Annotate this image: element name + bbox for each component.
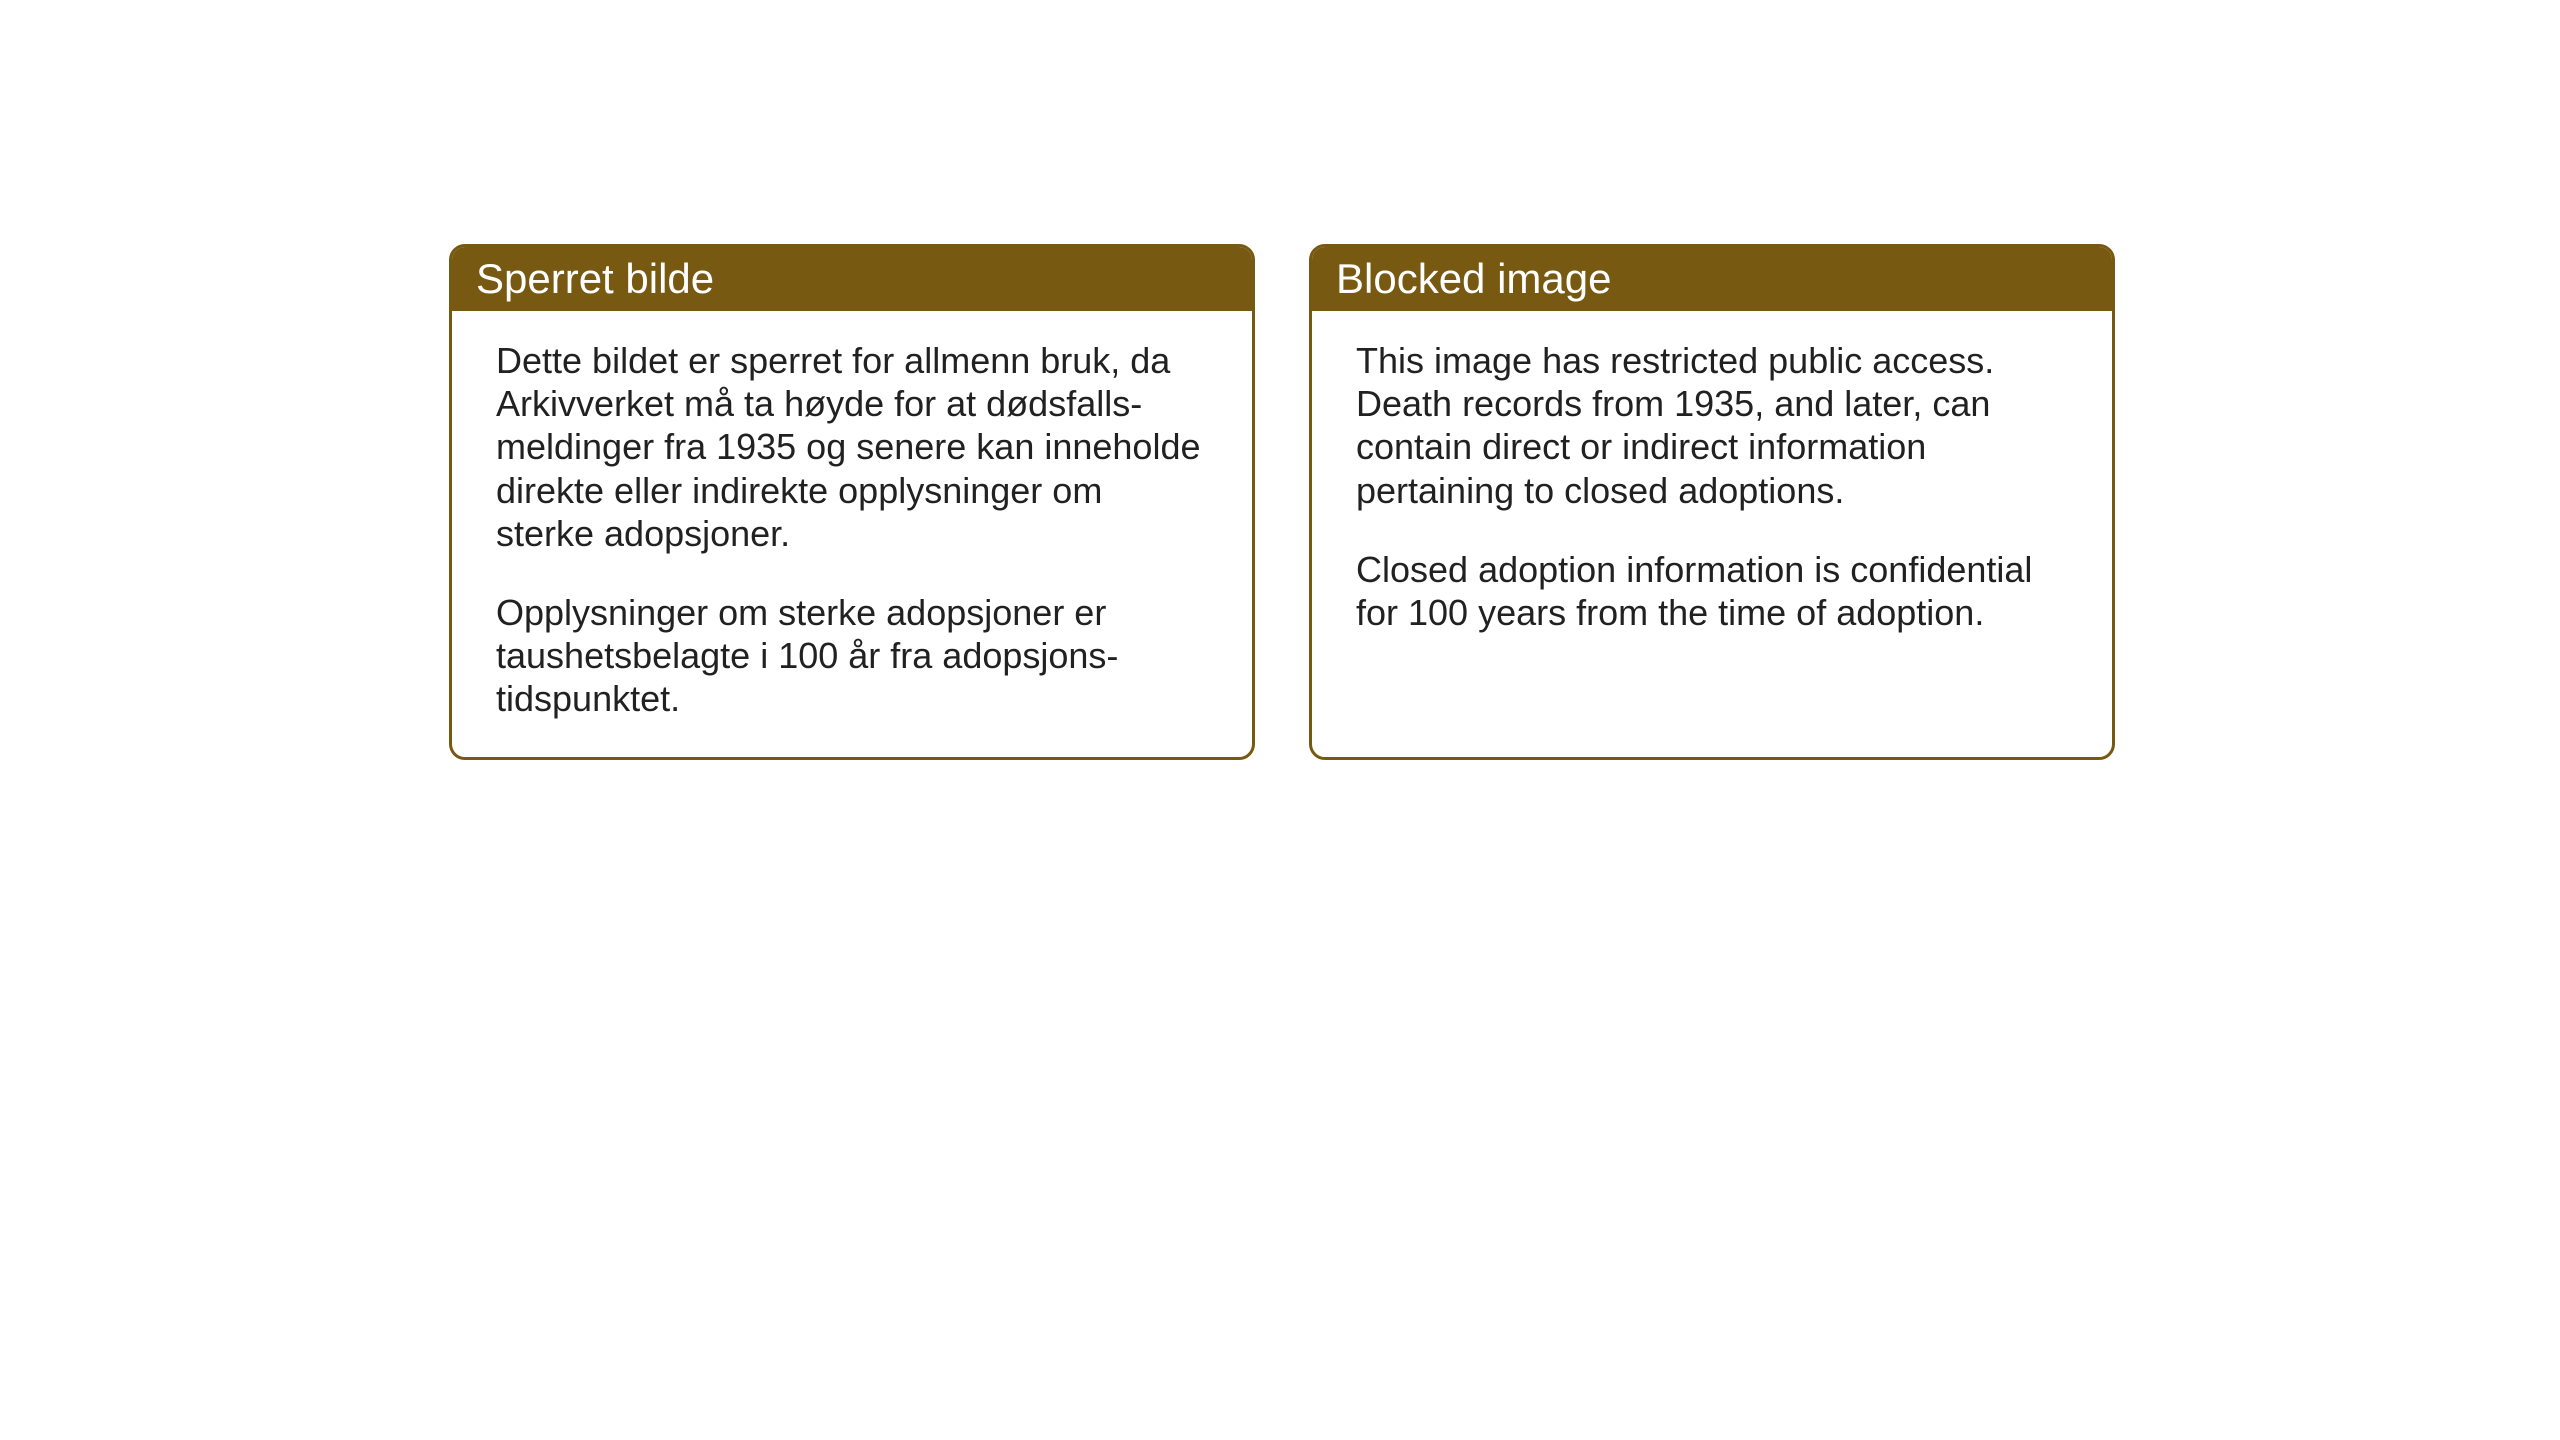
card-english: Blocked image This image has restricted … bbox=[1309, 244, 2115, 760]
card-paragraph: Opplysninger om sterke adopsjoner er tau… bbox=[496, 591, 1208, 721]
card-paragraph: Closed adoption information is confident… bbox=[1356, 548, 2068, 634]
card-paragraph: This image has restricted public access.… bbox=[1356, 339, 2068, 512]
card-header-english: Blocked image bbox=[1312, 247, 2112, 311]
card-body-english: This image has restricted public access.… bbox=[1312, 311, 2112, 670]
card-body-norwegian: Dette bildet er sperret for allmenn bruk… bbox=[452, 311, 1252, 757]
cards-container: Sperret bilde Dette bildet er sperret fo… bbox=[449, 244, 2115, 760]
card-paragraph: Dette bildet er sperret for allmenn bruk… bbox=[496, 339, 1208, 555]
card-header-norwegian: Sperret bilde bbox=[452, 247, 1252, 311]
card-norwegian: Sperret bilde Dette bildet er sperret fo… bbox=[449, 244, 1255, 760]
card-title: Sperret bilde bbox=[476, 255, 714, 302]
card-title: Blocked image bbox=[1336, 255, 1611, 302]
